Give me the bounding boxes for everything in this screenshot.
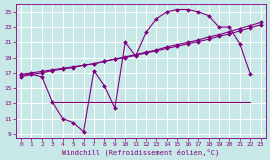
X-axis label: Windchill (Refroidissement éolien,°C): Windchill (Refroidissement éolien,°C)	[62, 148, 220, 156]
